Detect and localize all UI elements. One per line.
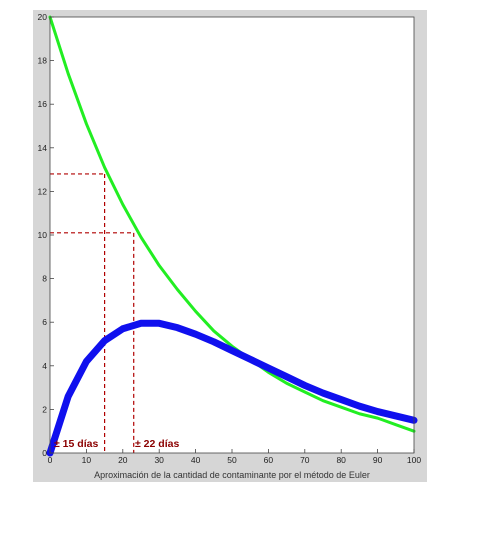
x-tick-label: 100	[407, 455, 421, 465]
x-tick-label: 30	[154, 455, 164, 465]
y-tick-label: 12	[38, 186, 48, 196]
annotation-15-dias: ± 15 días	[54, 438, 98, 450]
y-tick-label: 14	[38, 143, 48, 153]
x-tick-label: 40	[191, 455, 201, 465]
y-tick-label: 8	[42, 274, 47, 284]
y-tick-label: 6	[42, 317, 47, 327]
y-tick-label: 4	[42, 361, 47, 371]
x-tick-label: 60	[264, 455, 274, 465]
x-tick-label: 20	[118, 455, 128, 465]
y-tick-label: 0	[42, 448, 47, 458]
series-line-2	[46, 319, 418, 457]
axis-ticks: 0 10 20 30 40 50 60 70 80 90 100 0 2 4 6 8 10 12 14 16 18 20	[38, 12, 422, 465]
x-tick-label: 10	[82, 455, 92, 465]
x-tick-label: 70	[300, 455, 310, 465]
reference-lines	[50, 173, 135, 453]
y-tick-label: 20	[38, 12, 48, 22]
x-tick-label: 0	[48, 455, 53, 465]
y-tick-label: 16	[38, 99, 48, 109]
plot-area	[50, 17, 414, 453]
series-line-1	[48, 15, 416, 433]
y-tick-label: 18	[38, 56, 48, 66]
y-tick-label: 10	[38, 230, 48, 240]
x-tick-label: 80	[336, 455, 346, 465]
y-tick-label: 2	[42, 404, 47, 414]
annotation-22-dias: ± 22 días	[135, 438, 179, 450]
x-tick-label: 90	[373, 455, 383, 465]
x-tick-label: 50	[227, 455, 237, 465]
series-layer	[46, 15, 418, 457]
x-axis-label: Aproximación de la cantidad de contamina…	[94, 470, 370, 480]
